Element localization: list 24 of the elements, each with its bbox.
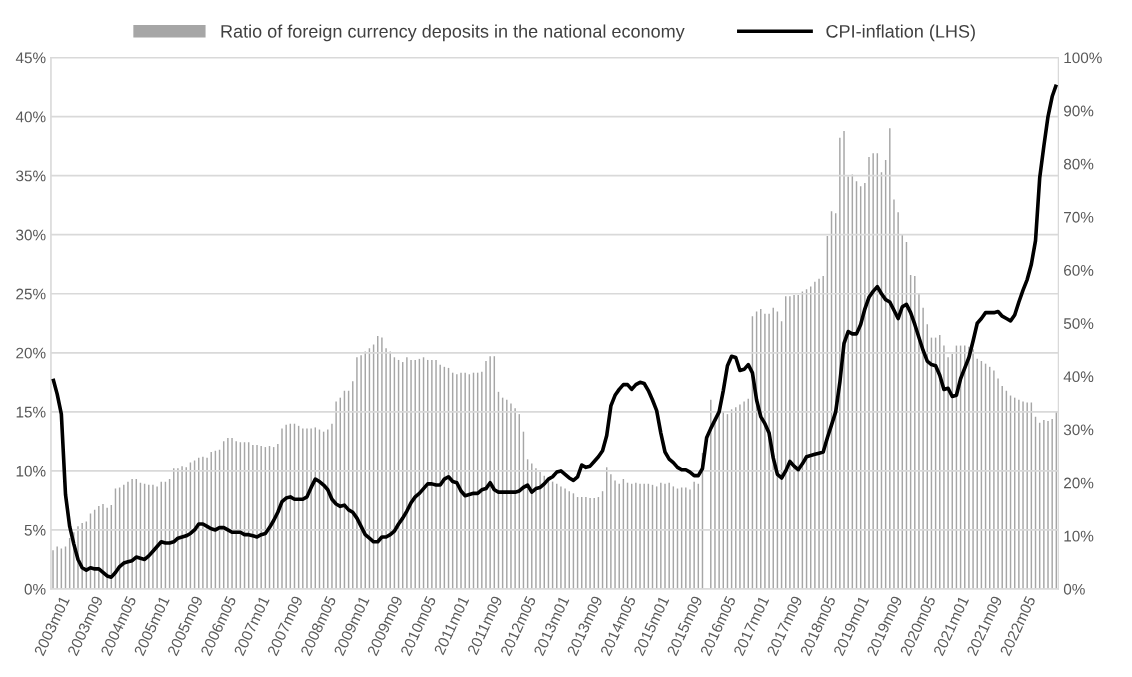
- y-tick-label: 30%: [16, 229, 46, 241]
- y-tick-label: 25%: [16, 288, 46, 300]
- y2-tick-label: 40%: [1063, 371, 1094, 383]
- y-tick-label: 35%: [16, 170, 46, 182]
- legend-label: Ratio of foreign currency deposits in the national economy: [221, 24, 685, 42]
- y-tick-label: 5%: [24, 524, 46, 536]
- y-tick-label: 20%: [16, 347, 46, 359]
- y2-tick-label: 30%: [1063, 424, 1094, 436]
- y-tick-label: 0%: [24, 583, 46, 595]
- y2-tick-label: 90%: [1064, 105, 1094, 117]
- y2-tick-label: 80%: [1063, 158, 1094, 170]
- y2-tick-label: 100%: [1064, 52, 1102, 64]
- y2-tick-label: 20%: [1064, 477, 1094, 489]
- y2-tick-label: 60%: [1064, 264, 1094, 276]
- y2-tick-label: 10%: [1064, 530, 1094, 542]
- y2-tick-label: 0%: [1063, 583, 1085, 595]
- y-tick-label: 10%: [16, 465, 46, 477]
- y2-tick-label: 70%: [1064, 211, 1094, 223]
- line-series: [51, 82, 1059, 579]
- y2-tick-label: 50%: [1063, 318, 1094, 329]
- legend-label: CPI-inflation (LHS): [826, 24, 975, 42]
- y-tick-label: 40%: [15, 111, 46, 123]
- y-tick-label: 15%: [16, 406, 46, 418]
- y-tick-label: 45%: [15, 52, 46, 64]
